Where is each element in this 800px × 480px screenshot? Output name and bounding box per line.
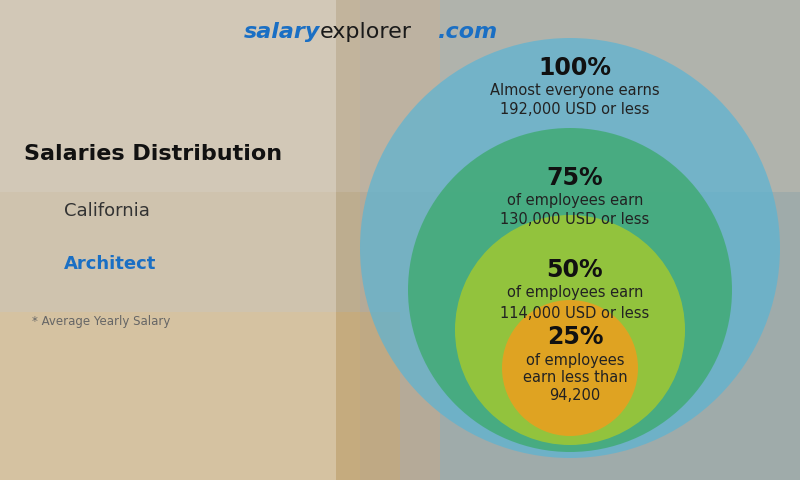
Text: 50%: 50% [546, 258, 603, 282]
Text: explorer: explorer [320, 22, 412, 42]
Text: 75%: 75% [546, 166, 603, 190]
Text: of employees: of employees [526, 352, 624, 368]
Ellipse shape [408, 128, 732, 452]
Text: California: California [64, 202, 150, 220]
Bar [0, 0, 336, 480]
Text: 94,200: 94,200 [550, 388, 601, 404]
Text: * Average Yearly Salary: * Average Yearly Salary [32, 315, 170, 328]
Text: 25%: 25% [546, 325, 603, 349]
Text: Architect: Architect [64, 255, 156, 273]
Text: 100%: 100% [538, 56, 611, 80]
Text: 192,000 USD or less: 192,000 USD or less [500, 103, 650, 118]
Bar [0, 312, 400, 480]
Bar [0, 0, 800, 192]
Text: salary: salary [244, 22, 320, 42]
Text: Almost everyone earns: Almost everyone earns [490, 83, 660, 97]
Text: of employees earn: of employees earn [507, 192, 643, 207]
Text: .com: .com [438, 22, 498, 42]
Bar [440, 0, 800, 480]
Text: 114,000 USD or less: 114,000 USD or less [500, 305, 650, 321]
Text: earn less than: earn less than [522, 371, 627, 385]
Bar [0, 0, 360, 480]
Text: of employees earn: of employees earn [507, 286, 643, 300]
Text: Salaries Distribution: Salaries Distribution [24, 144, 282, 164]
Ellipse shape [360, 38, 780, 458]
Text: 130,000 USD or less: 130,000 USD or less [500, 213, 650, 228]
Ellipse shape [502, 300, 638, 436]
Ellipse shape [455, 215, 685, 445]
